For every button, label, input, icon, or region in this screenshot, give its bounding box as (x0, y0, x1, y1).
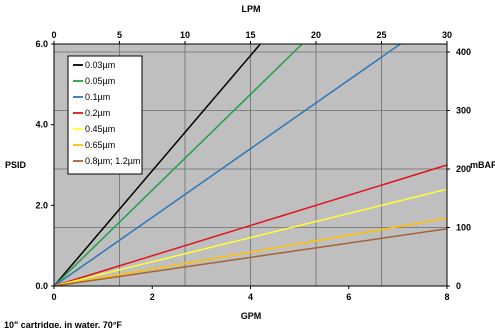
footnote: 10" cartridge, in water, 70°F (4, 320, 122, 328)
x-top-axis-title: LPM (242, 4, 261, 14)
series-line-5 (53, 217, 448, 287)
x-bottom-tick-label: 0 (51, 292, 56, 302)
x-top-tick-label: 5 (117, 30, 122, 40)
y-left-tick-label: 6.0 (35, 39, 48, 49)
x-top-tick-label: 10 (180, 30, 190, 40)
y-right-tick-label: 400 (456, 47, 471, 57)
legend-box (67, 55, 143, 175)
legend-entry-1: 0.05µm (85, 76, 115, 86)
series-line-1 (53, 43, 303, 287)
series-line-0 (53, 43, 261, 287)
y-left-tick-label: 4.0 (35, 120, 48, 130)
series-lines (53, 43, 448, 287)
series-line-3 (53, 164, 448, 287)
y-left-tick-label: 0.0 (35, 281, 48, 291)
y-right-tick-label: 300 (456, 106, 471, 116)
x-top-tick-label: 15 (245, 30, 255, 40)
x-bottom-tick-label: 8 (444, 292, 449, 302)
legend-entry-5: 0.65µm (85, 140, 115, 150)
y-right-tick-label: 100 (456, 223, 471, 233)
series-line-2 (53, 43, 401, 287)
y-left-axis-title: PSID (5, 160, 27, 170)
series-line-4 (53, 188, 448, 287)
x-top-tick-label: 25 (376, 30, 386, 40)
legend: 0.03µm 0.05µm 0.1µm 0.2µm 0.45µm 0.65µm 0.8µm;… (67, 55, 143, 175)
legend-entry-4: 0.45µm (85, 124, 115, 134)
x-top-tick-label: 30 (442, 30, 452, 40)
x-bottom-tick-label: 6 (346, 292, 351, 302)
y-left-tick-label: 2.0 (35, 200, 48, 210)
legend-entry-2: 0.1µm (85, 92, 110, 102)
y-right-axis-title: mBAR (470, 160, 495, 170)
x-top-tick-label: 20 (311, 30, 321, 40)
x-bottom-axis-title: GPM (241, 311, 262, 321)
y-right-tick-label: 0 (456, 281, 461, 291)
x-bottom-tick-label: 4 (248, 292, 253, 302)
x-top-tick-label: 0 (51, 30, 56, 40)
y-right-tick-label: 200 (456, 164, 471, 174)
legend-entry-0: 0.03µm (85, 60, 115, 70)
series-line-6 (53, 227, 448, 287)
x-bottom-tick-label: 2 (150, 292, 155, 302)
legend-entry-3: 0.2µm (85, 108, 110, 118)
legend-entry-6: 0.8µm; 1.2µm (85, 156, 140, 166)
